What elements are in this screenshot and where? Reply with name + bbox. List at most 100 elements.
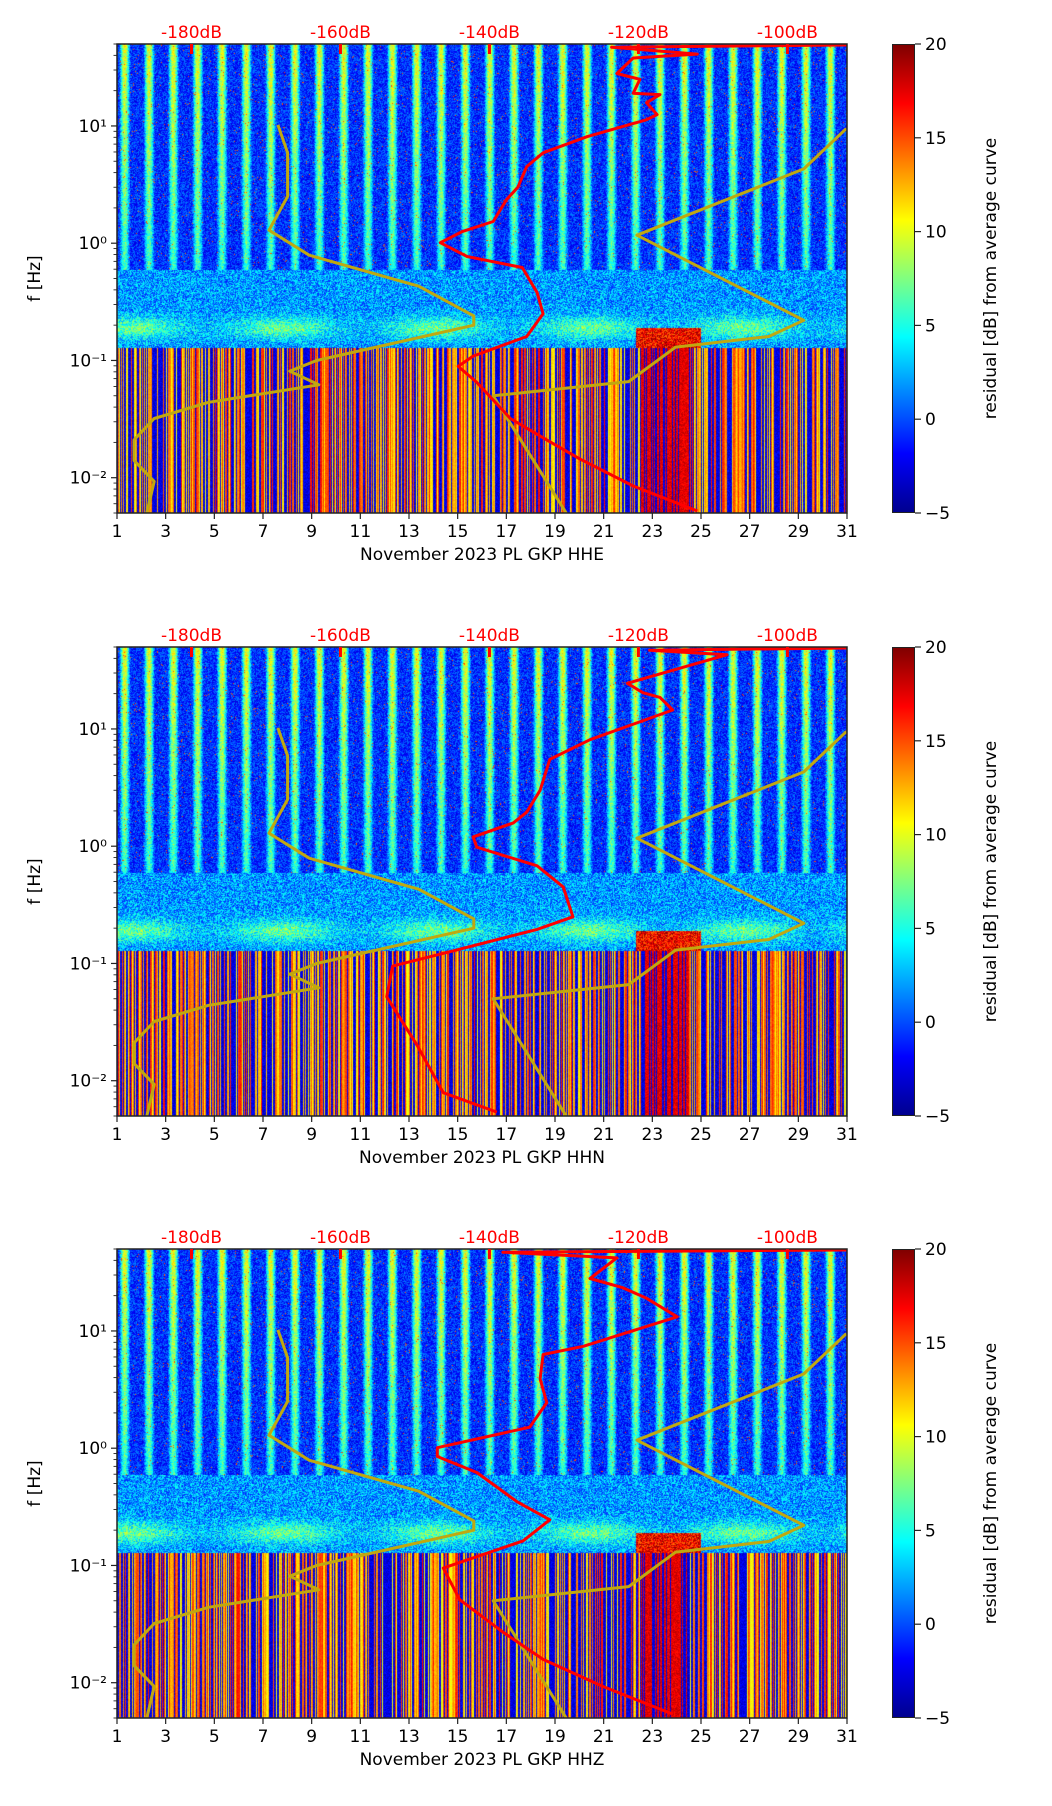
x-tick-label: 29 bbox=[788, 1727, 810, 1747]
colorbar-tick-label: 0 bbox=[925, 1615, 936, 1635]
y-tick-label: 10⁻¹ bbox=[70, 954, 107, 974]
top-db-label: -120dB bbox=[608, 626, 669, 646]
top-db-label: -120dB bbox=[608, 1228, 669, 1248]
y-tick-label: 10⁻² bbox=[70, 1674, 107, 1694]
colorbar-tick-label: 20 bbox=[925, 1240, 947, 1260]
colorbar-tick-label: 5 bbox=[925, 1521, 936, 1541]
x-axis-label: November 2023 PL GKP HHN bbox=[359, 1148, 605, 1168]
x-tick-label: 29 bbox=[788, 1125, 810, 1145]
y-axis-label: f [Hz] bbox=[25, 255, 45, 301]
colorbar-tick-label: 15 bbox=[925, 1334, 947, 1354]
x-tick-label: 19 bbox=[544, 522, 566, 542]
colorbar bbox=[892, 44, 915, 513]
x-tick-label: 19 bbox=[544, 1125, 566, 1145]
x-tick-label: 27 bbox=[739, 1125, 761, 1145]
x-tick-label: 17 bbox=[496, 1125, 518, 1145]
x-axis-label: November 2023 PL GKP HHE bbox=[360, 545, 604, 565]
x-tick-label: 7 bbox=[258, 1727, 269, 1747]
colorbar-tick-label: 10 bbox=[925, 826, 947, 846]
x-tick-label: 5 bbox=[209, 1727, 220, 1747]
plot-frame bbox=[116, 646, 848, 1117]
x-tick-label: 25 bbox=[690, 1727, 712, 1747]
y-axis-label: f [Hz] bbox=[25, 858, 45, 904]
x-tick-label: 3 bbox=[160, 1727, 171, 1747]
x-tick-label: 13 bbox=[398, 522, 420, 542]
colorbar-tick-label: 5 bbox=[925, 316, 936, 336]
spectrogram-image bbox=[117, 1249, 847, 1718]
x-tick-label: 15 bbox=[447, 1125, 469, 1145]
colorbar-label: residual [dB] from average curve bbox=[981, 1343, 1001, 1624]
top-db-label: -160dB bbox=[310, 626, 371, 646]
mean-psd-curve bbox=[438, 44, 847, 513]
y-tick-label: 10⁰ bbox=[79, 1439, 108, 1459]
x-tick-label: 23 bbox=[642, 1125, 664, 1145]
x-tick-label: 9 bbox=[306, 1727, 317, 1747]
x-tick-label: 31 bbox=[836, 1727, 858, 1747]
top-db-label: -180dB bbox=[161, 1228, 222, 1248]
x-tick-label: 5 bbox=[209, 1125, 220, 1145]
spectrogram-panel-hhn: 1 3 5 7 9 11 13 15 17 19 21 23 25 27 29 31 November 2023… bbox=[0, 603, 1052, 1203]
top-db-label: -180dB bbox=[161, 626, 222, 646]
y-axis-label: f [Hz] bbox=[25, 1460, 45, 1506]
x-tick-label: 11 bbox=[350, 1125, 372, 1145]
y-tick-label: 10⁰ bbox=[79, 234, 108, 254]
nhnm-curve bbox=[491, 127, 847, 513]
mean-psd-curve bbox=[435, 1249, 847, 1716]
colorbar bbox=[892, 1249, 915, 1718]
x-tick-label: 17 bbox=[496, 1727, 518, 1747]
colorbar-tick-label: 10 bbox=[925, 223, 947, 243]
nlnm-curve bbox=[132, 1329, 476, 1718]
y-tick-label: 10⁻² bbox=[70, 1072, 107, 1092]
x-axis-label: November 2023 PL GKP HHZ bbox=[360, 1750, 605, 1770]
x-tick-label: 31 bbox=[836, 1125, 858, 1145]
x-tick-label: 21 bbox=[593, 522, 615, 542]
x-tick-label: 31 bbox=[836, 522, 858, 542]
x-tick-label: 5 bbox=[209, 522, 220, 542]
x-tick-label: 25 bbox=[690, 1125, 712, 1145]
top-db-label: -160dB bbox=[310, 1228, 371, 1248]
plot-frame bbox=[116, 43, 848, 514]
nlnm-curve bbox=[132, 124, 476, 513]
x-tick-label: 27 bbox=[739, 1727, 761, 1747]
colorbar-tick-label: 15 bbox=[925, 129, 947, 149]
nhnm-curve bbox=[491, 730, 847, 1116]
x-tick-label: 3 bbox=[160, 522, 171, 542]
x-tick-label: 3 bbox=[160, 1125, 171, 1145]
x-tick-label: 9 bbox=[306, 1125, 317, 1145]
y-tick-label: 10⁻¹ bbox=[70, 1556, 107, 1576]
colorbar-tick-label: −5 bbox=[925, 1709, 950, 1729]
top-db-label: -120dB bbox=[608, 23, 669, 43]
x-tick-label: 9 bbox=[306, 522, 317, 542]
x-tick-label: 21 bbox=[593, 1125, 615, 1145]
colorbar-tick-label: 20 bbox=[925, 35, 947, 55]
top-db-label: -100dB bbox=[757, 23, 818, 43]
x-tick-label: 15 bbox=[447, 522, 469, 542]
spectrogram-panel-hhe: 1 3 5 7 9 11 13 15 17 19 21 23 25 27 29 31 November 2023… bbox=[0, 0, 1052, 600]
colorbar-tick-label: 15 bbox=[925, 732, 947, 752]
y-tick-label: 10⁻² bbox=[70, 469, 107, 489]
x-tick-label: 25 bbox=[690, 522, 712, 542]
x-tick-label: 19 bbox=[544, 1727, 566, 1747]
top-db-label: -140dB bbox=[459, 626, 520, 646]
top-db-label: -100dB bbox=[757, 626, 818, 646]
spectrogram-image bbox=[117, 44, 847, 513]
x-tick-label: 23 bbox=[642, 522, 664, 542]
colorbar-tick-label: −5 bbox=[925, 504, 950, 524]
colorbar-label: residual [dB] from average curve bbox=[981, 741, 1001, 1022]
x-tick-label: 1 bbox=[112, 1727, 123, 1747]
x-tick-label: 13 bbox=[398, 1125, 420, 1145]
colorbar-tick-label: 20 bbox=[925, 638, 947, 658]
x-tick-label: 29 bbox=[788, 522, 810, 542]
top-db-label: -140dB bbox=[459, 1228, 520, 1248]
mean-psd-curve bbox=[385, 647, 847, 1114]
top-db-label: -180dB bbox=[161, 23, 222, 43]
x-tick-label: 15 bbox=[447, 1727, 469, 1747]
spectrogram-panel-hhz: 1 3 5 7 9 11 13 15 17 19 21 23 25 27 29 31 November 2023… bbox=[0, 1205, 1052, 1805]
x-tick-label: 11 bbox=[350, 1727, 372, 1747]
plot-frame bbox=[116, 1248, 848, 1719]
y-tick-label: 10⁻¹ bbox=[70, 351, 107, 371]
y-tick-label: 10⁰ bbox=[79, 837, 108, 857]
y-tick-label: 10¹ bbox=[79, 117, 107, 137]
